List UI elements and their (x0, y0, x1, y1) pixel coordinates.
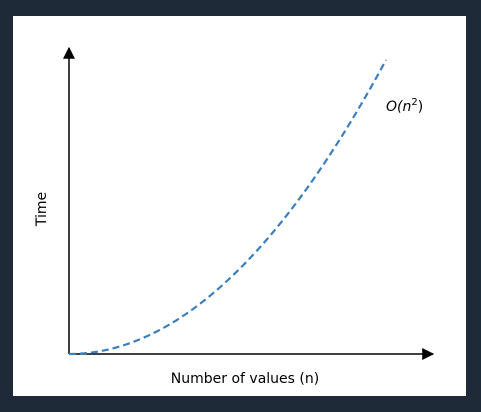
x-axis-label: Number of values (n) (171, 371, 319, 387)
chart-svg: O(n2) Number of values (n) Time (34, 46, 435, 387)
series-line-o-n-squared (68, 59, 387, 356)
series-label-exponent: 2 (411, 97, 417, 108)
series-label-suffix: ) (418, 99, 423, 115)
series-label-prefix: O(n (386, 99, 411, 115)
chart-frame: O(n2) Number of values (n) Time (13, 16, 466, 396)
y-axis-label: Time (34, 192, 50, 227)
series-label-o-n-squared: O(n2) (386, 97, 423, 115)
